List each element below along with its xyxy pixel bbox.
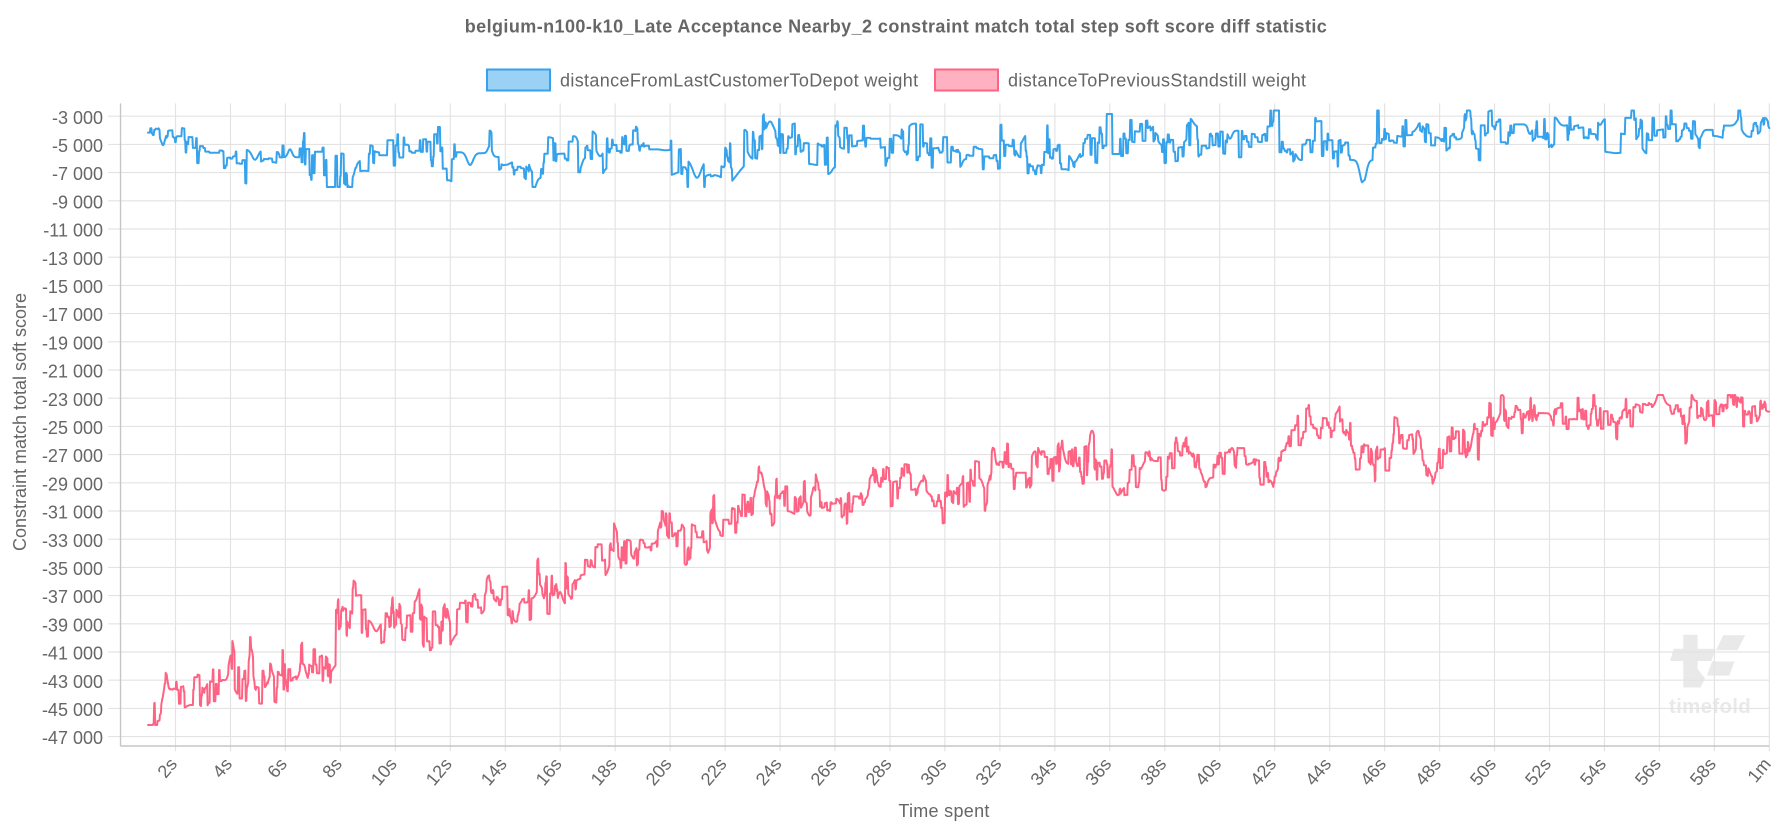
svg-text:-25 000: -25 000 — [42, 418, 103, 438]
svg-text:-27 000: -27 000 — [42, 446, 103, 466]
svg-text:-5 000: -5 000 — [52, 136, 103, 156]
svg-text:-7 000: -7 000 — [52, 164, 103, 184]
svg-text:Time spent: Time spent — [898, 801, 989, 821]
svg-text:-3 000: -3 000 — [52, 108, 103, 128]
svg-text:-41 000: -41 000 — [42, 644, 103, 664]
svg-text:-43 000: -43 000 — [42, 672, 103, 692]
svg-text:-37 000: -37 000 — [42, 587, 103, 607]
svg-text:distanceToPreviousStandstill w: distanceToPreviousStandstill weight — [1008, 71, 1306, 91]
svg-text:-21 000: -21 000 — [42, 362, 103, 382]
svg-text:-19 000: -19 000 — [42, 333, 103, 353]
svg-text:-47 000: -47 000 — [42, 728, 103, 748]
svg-text:belgium-n100-k10_Late Acceptan: belgium-n100-k10_Late Acceptance Nearby_… — [465, 17, 1328, 37]
svg-text:-35 000: -35 000 — [42, 559, 103, 579]
svg-text:-23 000: -23 000 — [42, 390, 103, 410]
svg-text:-33 000: -33 000 — [42, 531, 103, 551]
svg-text:-9 000: -9 000 — [52, 192, 103, 212]
svg-text:-15 000: -15 000 — [42, 277, 103, 297]
svg-text:-31 000: -31 000 — [42, 503, 103, 523]
svg-text:-17 000: -17 000 — [42, 305, 103, 325]
svg-text:distanceFromLastCustomerToDepo: distanceFromLastCustomerToDepot weight — [560, 71, 918, 91]
svg-text:-29 000: -29 000 — [42, 474, 103, 494]
svg-text:-11 000: -11 000 — [43, 221, 103, 241]
svg-text:-45 000: -45 000 — [42, 700, 103, 720]
svg-text:-39 000: -39 000 — [42, 615, 103, 635]
svg-text:timefold: timefold — [1669, 695, 1751, 718]
svg-text:Constraint match total soft sc: Constraint match total soft score — [10, 293, 30, 551]
svg-text:-13 000: -13 000 — [42, 249, 103, 269]
